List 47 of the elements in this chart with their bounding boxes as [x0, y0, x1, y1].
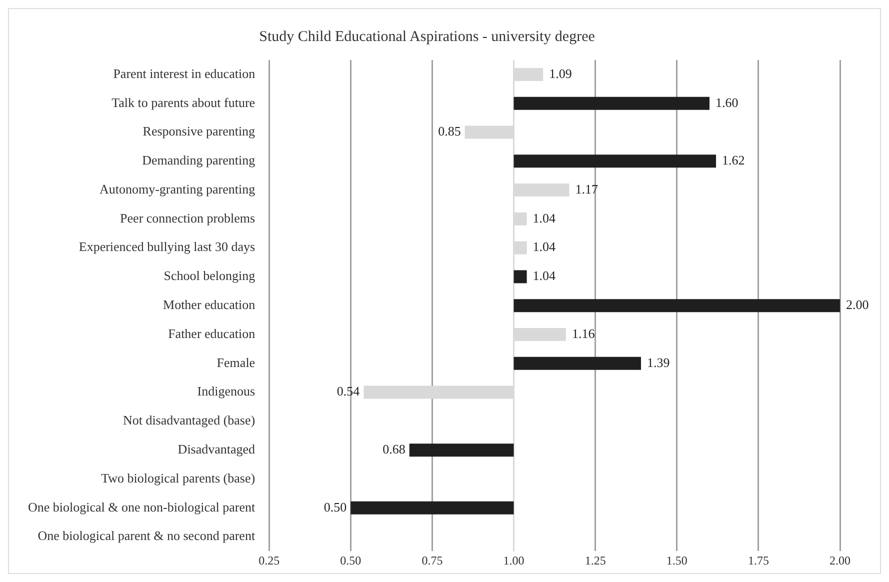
- x-tick-label: 0.50: [340, 554, 362, 568]
- y-tick-label: Experienced bullying last 30 days: [78, 239, 256, 254]
- y-tick-label: Father education: [168, 326, 256, 341]
- y-tick-label: Not disadvantaged (base): [122, 412, 256, 428]
- data-label: 1.17: [575, 181, 598, 196]
- y-tick-label: Indigenous: [197, 384, 256, 399]
- bar: [409, 444, 514, 457]
- bar: [350, 501, 514, 514]
- x-tick-label: 0.75: [422, 554, 443, 568]
- bar: [514, 96, 710, 110]
- x-tick-label: 1.50: [666, 554, 688, 568]
- x-tick-label: 0.25: [258, 554, 280, 568]
- y-tick-label: One biological & one non-biological parent: [28, 499, 256, 514]
- x-tick-label: 1.75: [748, 554, 769, 568]
- data-label: 1.04: [532, 210, 556, 226]
- data-label: 0.50: [324, 499, 347, 514]
- bar: [514, 356, 641, 370]
- data-label: 1.04: [532, 268, 556, 284]
- y-tick-label: Female: [216, 354, 256, 370]
- y-tick-label: Talk to parents about future: [112, 94, 256, 110]
- y-tick-label: Responsive parenting: [142, 124, 256, 139]
- bar: [514, 154, 716, 168]
- y-tick-label: Mother education: [163, 297, 256, 312]
- y-tick-label: Parent interest in education: [113, 66, 256, 81]
- x-tick-label: 2.00: [830, 554, 850, 568]
- x-tick-label: 1.25: [584, 554, 606, 568]
- data-label: 1.39: [646, 354, 670, 370]
- data-label: 1.60: [716, 94, 738, 110]
- bar: [514, 270, 527, 284]
- y-tick-label: Peer connection problems: [120, 210, 256, 226]
- data-label: 1.04: [532, 239, 556, 254]
- bar: [514, 299, 840, 312]
- y-tick-label: Two biological parents (base): [101, 470, 256, 486]
- y-tick-label: Demanding parenting: [142, 152, 256, 168]
- data-label: 1.62: [722, 152, 745, 168]
- y-tick-label: One biological parent & no second parent: [38, 528, 256, 544]
- data-label: 0.85: [438, 124, 461, 139]
- x-tick-label: 1.00: [503, 554, 524, 568]
- chart-title: Study Child Educational Aspirations - university degree: [259, 28, 596, 45]
- data-label: 1.16: [572, 326, 596, 341]
- data-label: 2.00: [846, 297, 869, 312]
- data-label: 0.68: [382, 441, 406, 456]
- y-tick-label: School belonging: [164, 268, 256, 284]
- y-tick-label: Autonomy-granting parenting: [99, 181, 256, 196]
- y-tick-label: Disadvantaged: [178, 441, 256, 456]
- data-label: 1.09: [549, 66, 572, 81]
- data-label: 0.54: [336, 384, 360, 399]
